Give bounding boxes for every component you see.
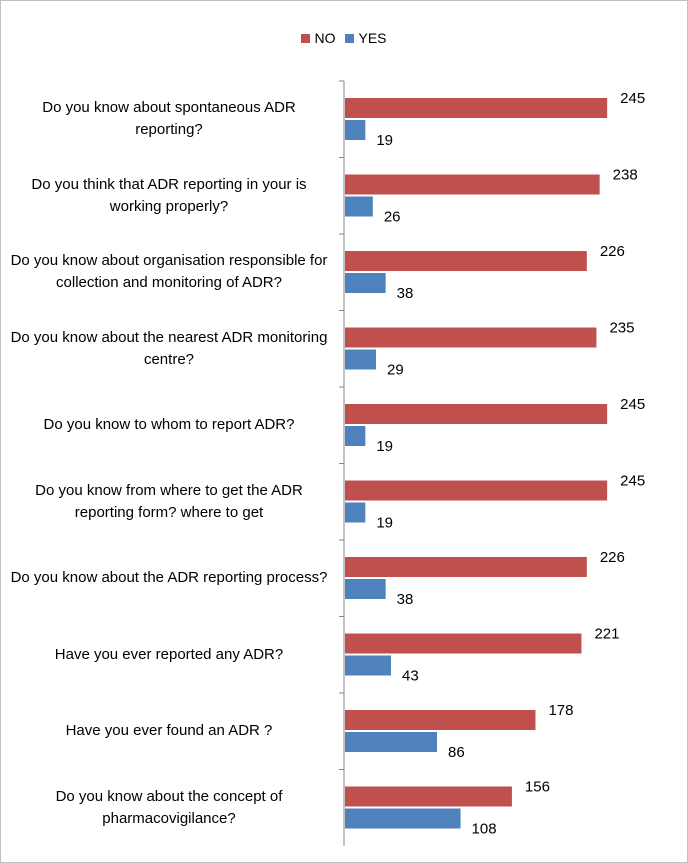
bar-no [345, 404, 608, 424]
category-label: Do you know about the ADR reporting proc… [10, 569, 328, 586]
legend-item-yes: YES [345, 30, 387, 46]
data-label-no: 235 [609, 320, 634, 337]
bar-no [345, 327, 597, 348]
data-label-no: 245 [620, 90, 645, 107]
data-label-yes: 38 [397, 285, 414, 302]
bar-yes [345, 273, 386, 293]
bar-yes [345, 579, 386, 599]
category-label: Do you know about organisation responsib… [10, 252, 328, 291]
data-label-no: 238 [613, 167, 638, 184]
bar-yes [345, 502, 366, 523]
bar-no [345, 710, 536, 730]
legend-swatch-no [301, 33, 311, 43]
bar-no [345, 557, 587, 577]
data-label-no: 221 [594, 626, 619, 643]
data-label-yes: 43 [402, 668, 419, 685]
data-label-yes: 29 [387, 362, 404, 379]
data-label-yes: 19 [376, 438, 393, 455]
category-label: Do you know to whom to report ADR? [43, 416, 295, 433]
category-label: Do you know about spontaneous ADR report… [42, 99, 296, 138]
bar-yes [345, 426, 366, 446]
bar-no [345, 98, 608, 118]
bar-yes [345, 655, 392, 676]
legend-item-no: NO [301, 30, 335, 46]
legend: NO YES [0, 30, 688, 46]
data-label-yes: 108 [472, 821, 497, 838]
bar-yes [345, 808, 461, 829]
category-label: Have you ever found an ADR ? [65, 722, 273, 739]
category-label: Do you know about the concept of pharmac… [55, 787, 283, 827]
bar-no [345, 251, 587, 271]
bar-yes [345, 120, 366, 140]
bar-yes [345, 732, 438, 752]
legend-swatch-yes [345, 33, 355, 43]
data-label-yes: 86 [448, 744, 465, 761]
category-label: Do you think that ADR reporting in your … [31, 175, 307, 215]
bar-yes [345, 349, 377, 370]
data-label-yes: 19 [376, 515, 393, 532]
data-label-yes: 19 [376, 132, 393, 149]
bar-no [345, 480, 608, 501]
data-label-no: 245 [620, 473, 645, 490]
data-label-no: 156 [525, 779, 550, 796]
category-label: Have you ever reported any ADR? [54, 645, 284, 663]
bar-no [345, 633, 582, 654]
data-label-yes: 38 [397, 591, 414, 608]
data-label-no: 226 [600, 243, 625, 260]
category-label: Do you know about the nearest ADR monito… [10, 328, 328, 368]
data-label-yes: 26 [384, 209, 401, 226]
category-label: Do you know from where to get the ADR re… [35, 481, 303, 521]
legend-label-no: NO [314, 30, 336, 46]
bar-yes [345, 196, 373, 217]
bar-no [345, 174, 600, 195]
data-label-no: 245 [620, 396, 645, 413]
data-label-no: 178 [548, 702, 573, 719]
bar-no [345, 786, 512, 807]
data-label-no: 226 [600, 549, 625, 566]
legend-label-yes: YES [358, 30, 387, 46]
